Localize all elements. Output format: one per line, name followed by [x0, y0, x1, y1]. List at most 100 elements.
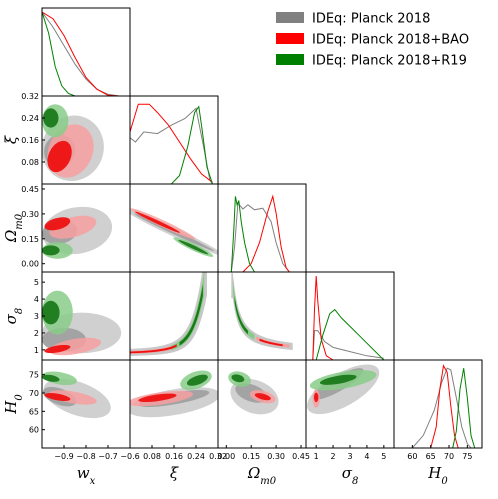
marginal-om-series-2 [230, 196, 255, 272]
x-tick-label-xi: 0.32 [209, 452, 227, 461]
contour-series-2-level-2 [42, 374, 60, 382]
legend-swatch-2 [276, 54, 304, 65]
marginal-h0-series-0 [411, 367, 472, 448]
contour-series-1-level-2 [47, 140, 72, 173]
panel-om-xi [130, 208, 218, 257]
axis-label-xi: ξ [170, 464, 179, 482]
panel-h0-om [228, 371, 279, 415]
x-tick-label-xi: 0.16 [165, 452, 183, 461]
panel-h0-h0 [411, 364, 476, 448]
legend-label-2: IDEq: Planck 2018+R19 [312, 54, 467, 69]
panel-frame [217, 271, 307, 361]
y-tick-label-om: 0.15 [21, 235, 39, 244]
marginal-om-series-0 [230, 201, 290, 272]
axis-label-xi: ξ [2, 135, 20, 144]
x-tick-label-s8: 1 [314, 452, 319, 461]
panel-s8-s8 [312, 275, 385, 360]
y-tick-label-s8: 3 [34, 312, 39, 321]
panel-om-wx [42, 206, 113, 259]
contour-series-2-level-1 [42, 371, 77, 386]
marginal-xi-series-2 [170, 105, 213, 184]
x-tick-label-xi: 0.24 [187, 452, 205, 461]
panel-h0-xi [130, 370, 218, 418]
contour-series-1-level-2 [314, 392, 319, 403]
axis-label-h0: H0 [427, 464, 448, 487]
legend-label-0: IDEq: Planck 2018 [312, 12, 430, 27]
band-series-2-core [234, 295, 248, 335]
panel-frame [129, 95, 219, 185]
contour-series-1-level-2 [44, 217, 71, 231]
band-series-1-core [259, 338, 283, 347]
y-tick-label-om: 0.30 [21, 210, 39, 219]
marginal-h0-series-1 [430, 364, 459, 448]
marginal-wx-series-1 [42, 11, 120, 96]
marginal-om-series-1 [242, 194, 290, 272]
axis-label-s8: σ8 [342, 464, 359, 487]
axis-label-wx: wx [77, 464, 96, 487]
marginal-s8-series-1 [312, 275, 334, 360]
contour-series-2-level-2 [43, 108, 59, 128]
panel-s8-om [231, 272, 293, 351]
contour-series-1-level-2 [138, 393, 177, 403]
x-tick-label-om: 0.15 [242, 452, 260, 461]
x-tick-label-s8: 2 [331, 452, 336, 461]
panel-wx-wx [42, 11, 120, 96]
x-tick-label-s8: 5 [381, 452, 386, 461]
panel-s8-xi [130, 272, 207, 356]
y-tick-label-h0: 75 [29, 371, 39, 380]
marginal-s8-series-2 [315, 308, 385, 360]
marginal-xi-series-1 [130, 103, 213, 183]
x-tick-label-wx: −0.7 [98, 452, 117, 461]
marginal-wx-series-2 [42, 11, 76, 96]
y-tick-label-om: 0.45 [21, 185, 39, 194]
axis-label-s8: σ8 [2, 308, 25, 325]
contour-series-2-level-2 [231, 374, 245, 383]
y-tick-label-xi: 0.32 [21, 92, 39, 101]
x-tick-label-wx: −0.6 [120, 452, 139, 461]
band-series-1-core [130, 344, 177, 354]
y-tick-label-h0: 70 [29, 389, 39, 398]
x-tick-label-h0: 75 [462, 452, 472, 461]
y-tick-label-xi: 0.16 [21, 136, 39, 145]
y-tick-label-xi: 0.08 [21, 158, 39, 167]
marginal-h0-series-2 [452, 368, 476, 448]
axis-label-om: Ωm0 [2, 213, 25, 243]
y-tick-label-om: 0.00 [21, 260, 39, 269]
y-tick-label-s8: 4 [34, 295, 39, 304]
contour-series-1-level-2 [44, 393, 71, 401]
y-tick-label-h0: 60 [29, 426, 39, 435]
marginal-s8-series-0 [312, 330, 384, 360]
x-tick-label-xi: 0.08 [143, 452, 161, 461]
y-tick-label-s8: 1 [34, 346, 39, 355]
legend-swatch-0 [276, 12, 304, 23]
contour-series-2-level-2 [42, 245, 60, 256]
panel-om-om [230, 194, 290, 272]
y-tick-label-s8: 5 [34, 278, 39, 287]
x-tick-label-s8: 3 [347, 452, 352, 461]
x-tick-label-s8: 4 [364, 452, 369, 461]
contour-series-2-level-2 [319, 374, 357, 385]
x-tick-label-om: 0.30 [267, 452, 285, 461]
panel-xi-xi [130, 103, 213, 184]
y-tick-label-xi: 0.24 [21, 114, 39, 123]
contour-series-1-level-2 [135, 211, 180, 233]
contour-series-1-level-2 [254, 393, 271, 401]
band-series-0 [231, 272, 293, 351]
panel-xi-wx [42, 104, 104, 182]
axis-label-h0: H0 [2, 394, 25, 415]
panel-h0-s8 [307, 364, 380, 415]
panel-frame [393, 359, 483, 449]
legend-swatch-1 [276, 33, 304, 44]
x-tick-label-wx: −0.8 [76, 452, 95, 461]
band-series-2-core [179, 283, 203, 346]
x-tick-label-om: 0.00 [217, 452, 235, 461]
contour-series-1-level-2 [44, 344, 71, 354]
contour-series-1-level-1 [48, 390, 97, 405]
panel-h0-wx [42, 371, 111, 419]
panel-frame [217, 183, 307, 273]
x-tick-label-om: 0.45 [292, 452, 310, 461]
x-tick-label-h0: 70 [444, 452, 454, 461]
y-tick-label-s8: 2 [34, 329, 39, 338]
x-tick-label-h0: 65 [426, 452, 436, 461]
